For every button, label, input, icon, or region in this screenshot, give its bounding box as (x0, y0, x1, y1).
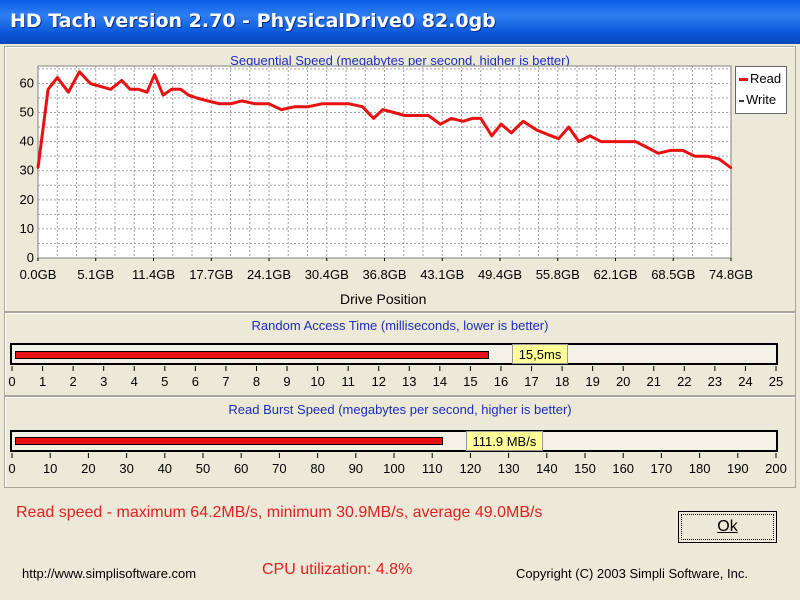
read-burst-bar (15, 437, 443, 445)
window-title: HD Tach version 2.70 - PhysicalDrive0 82… (10, 10, 496, 32)
read-burst-panel: Read Burst Speed (megabytes per second, … (4, 396, 796, 488)
legend-read-label: Read (750, 71, 782, 86)
drive-position-label: Drive Position (340, 291, 427, 307)
legend-write-swatch (739, 99, 744, 102)
ok-button-label: Ok (717, 518, 738, 535)
read-speed-summary: Read speed - maximum 64.2MB/s, minimum 3… (16, 504, 543, 521)
website-link[interactable]: http://www.simplisoftware.com (22, 566, 197, 581)
ok-button[interactable]: Ok (678, 511, 777, 543)
read-burst-value: 111.9 MB/s (465, 431, 544, 451)
random-access-value: 15,5ms (511, 344, 569, 364)
random-access-title: Random Access Time (milliseconds, lower … (251, 318, 549, 333)
cpu-utilization: CPU utilization: 4.8% (262, 561, 413, 578)
copyright-text: Copyright (C) 2003 Simpli Software, Inc. (516, 566, 748, 581)
legend-item-read: Read (739, 71, 781, 89)
sequential-speed-title: Sequential Speed (megabytes per second, … (230, 53, 570, 68)
read-burst-track (10, 430, 778, 452)
legend-item-write: Write (739, 92, 776, 110)
legend-write-label: Write (746, 92, 777, 107)
ok-button-face[interactable]: Ok (681, 514, 774, 540)
legend-read-swatch (739, 78, 748, 82)
random-access-panel: Random Access Time (milliseconds, lower … (4, 312, 796, 396)
chart-legend: Read Write (735, 66, 787, 114)
random-access-track (10, 343, 778, 365)
read-burst-title: Read Burst Speed (megabytes per second, … (228, 402, 572, 417)
sequential-speed-panel: Sequential Speed (megabytes per second, … (4, 46, 796, 312)
title-bar[interactable]: HD Tach version 2.70 - PhysicalDrive0 82… (0, 0, 800, 44)
random-access-bar (15, 351, 489, 359)
